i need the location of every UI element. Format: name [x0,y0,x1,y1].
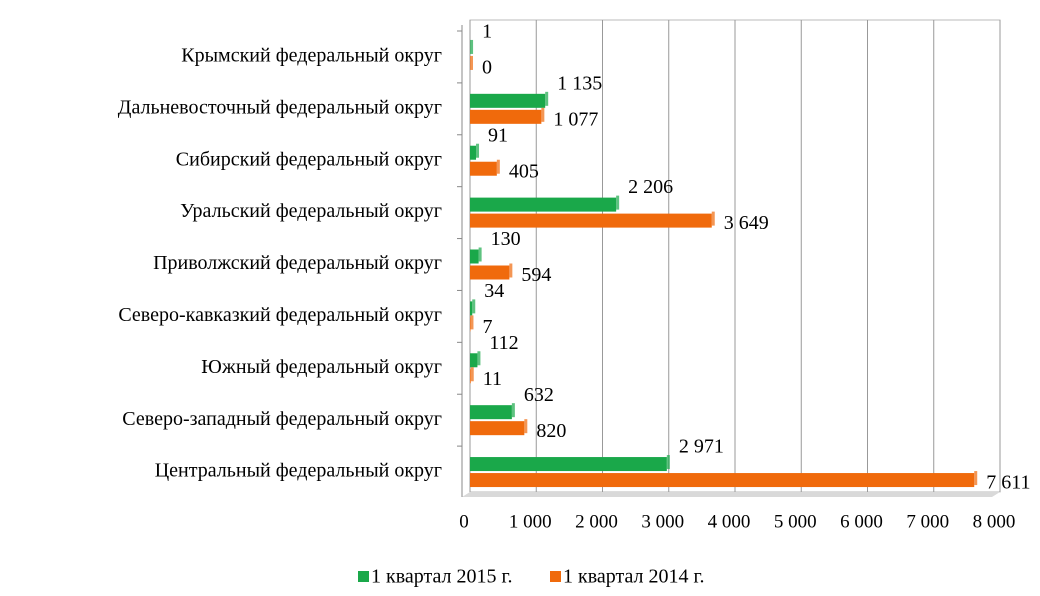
bar-side [477,351,481,366]
data-label: 632 [524,384,554,406]
y-tick-label: Северо-западный федеральный округ [122,408,442,430]
y-tick-label: Дальневосточный федеральный округ [118,96,442,118]
bar [470,301,473,316]
data-label: 7 [482,316,492,338]
bar-side [524,419,528,434]
bar [470,161,497,176]
bar-side [478,247,482,262]
bar-side [541,107,545,122]
legend-label: 1 квартал 2014 г. [563,566,704,588]
bar-side [511,403,515,418]
y-tick-label: Центральный федеральный округ [155,460,442,482]
legend-swatch [358,571,369,582]
data-label: 34 [484,280,504,302]
data-label: 1 077 [553,108,598,130]
bar [470,213,712,228]
bar-side [711,211,715,226]
bar-side [470,367,474,382]
bar [470,93,546,108]
legend-label: 1 квартал 2015 г. [371,566,512,588]
bar-side [470,39,474,54]
x-tick-label: 3 000 [641,511,684,532]
y-tick-label: Крымский федеральный округ [181,45,442,67]
bar [470,369,471,384]
bar [470,249,479,264]
data-label: 2 206 [628,176,673,198]
x-tick-label: 2 000 [575,511,618,532]
plot-floor [462,492,1000,497]
bar [470,421,525,436]
bar [470,457,667,472]
data-label: 7 611 [986,472,1030,494]
y-tick-label: Северо-кавказкий федеральный округ [118,304,442,326]
bar-side [470,315,474,330]
x-tick-label: 0 [459,511,469,532]
data-label: 130 [491,228,521,250]
bar [470,109,542,124]
bar-side [616,195,620,210]
data-label: 405 [509,160,539,182]
bar-side [496,159,500,174]
data-label: 3 649 [724,212,769,234]
x-tick-label: 7 000 [906,511,949,532]
data-label: 2 971 [679,436,724,458]
bar-side [472,299,476,314]
y-tick-label: Сибирский федеральный округ [176,148,442,170]
legend-swatch [550,571,561,582]
bar-side [974,471,978,486]
x-tick-label: 6 000 [840,511,883,532]
bar [470,473,975,488]
x-tick-label: 1 000 [509,511,552,532]
bar-side [545,91,549,106]
x-tick-label: 5 000 [774,511,817,532]
data-label: 112 [489,332,518,354]
x-tick-label: 8 000 [973,511,1016,532]
y-tick-label: Уральский федеральный округ [180,200,442,222]
data-label: 91 [488,124,508,146]
bar [470,265,510,280]
bar [470,405,512,420]
data-label: 1 135 [557,72,602,94]
data-label: 820 [536,420,566,442]
x-tick-label: 4 000 [708,511,751,532]
bar [470,353,478,368]
bar-side [476,143,480,158]
data-label: 11 [483,368,502,390]
data-label: 1 [482,21,492,43]
y-tick-label: Приволжский федеральный округ [153,252,442,274]
bar-side [470,55,473,70]
bar-side [509,263,513,278]
bar-side [666,455,670,470]
y-tick-label: Южный федеральный округ [201,356,442,378]
data-label: 594 [521,264,551,286]
bar [470,145,477,160]
bar [470,197,617,212]
data-label: 0 [482,57,492,79]
